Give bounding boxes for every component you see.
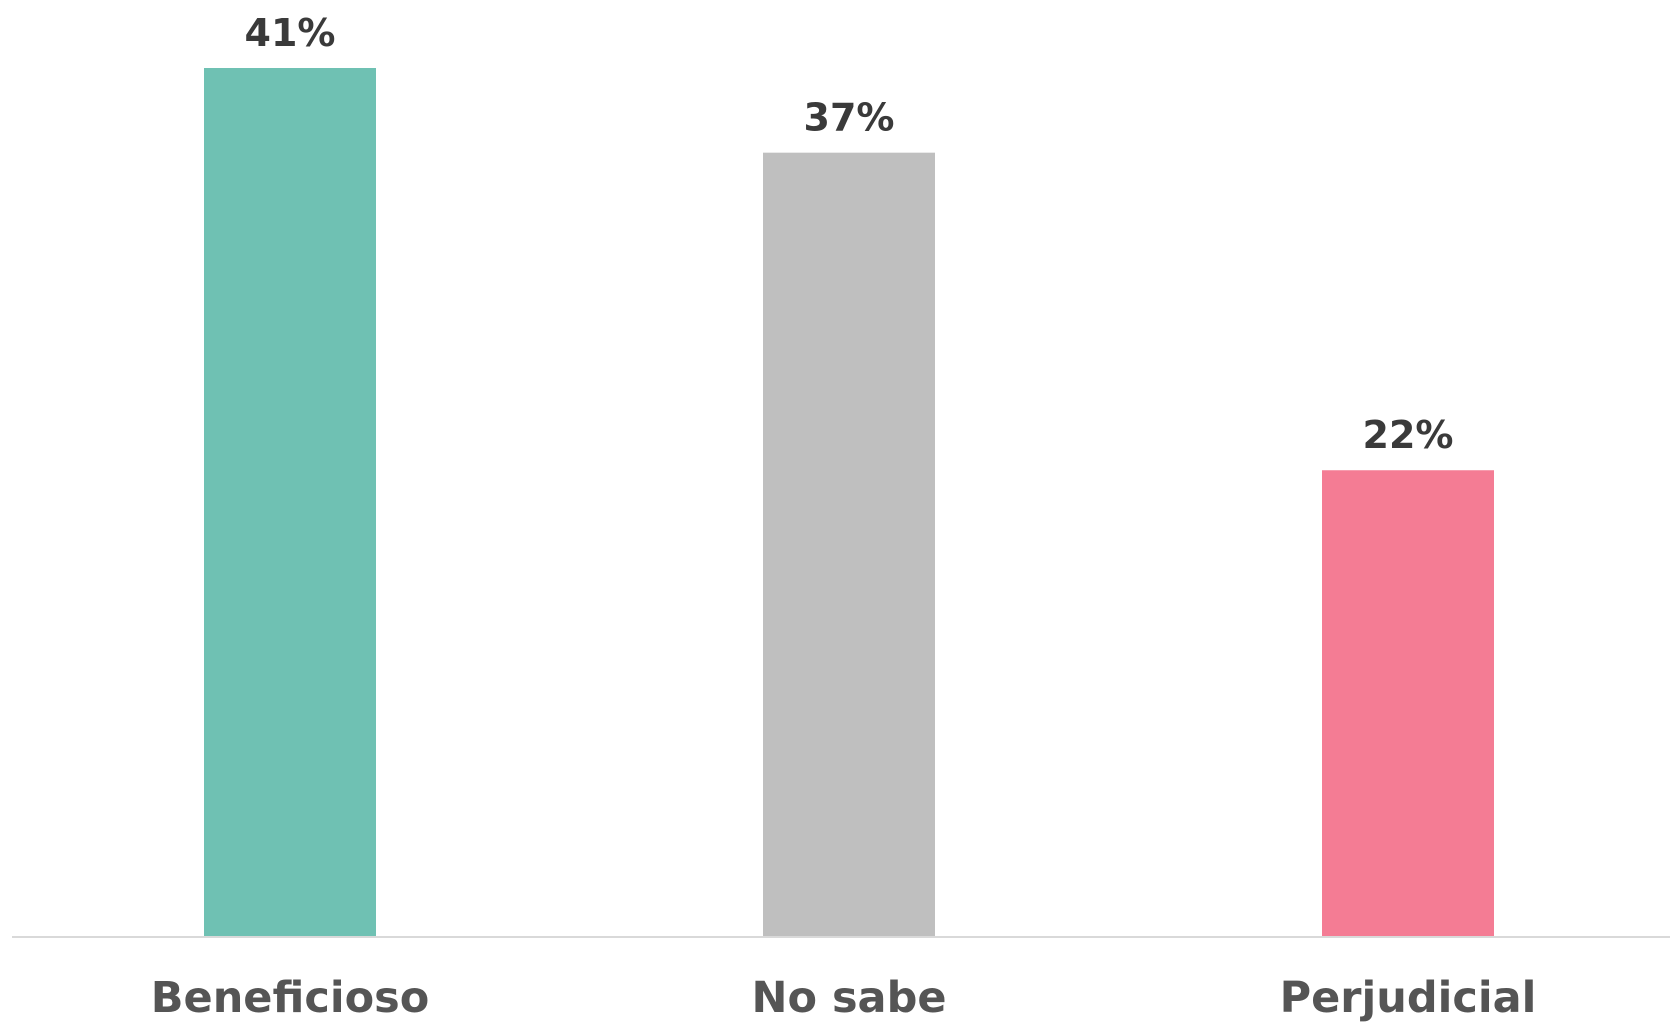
bar-no-sabe [763,152,935,936]
value-label-beneficioso: 41% [245,11,336,55]
category-label-beneficioso: Beneficioso [151,973,430,1023]
category-labels-group: Beneficioso No sabe Perjudicial [151,973,1537,1023]
bar-beneficioso [204,68,376,936]
category-label-no-sabe: No sabe [751,973,946,1023]
value-labels-group: 41% 37% 22% [245,11,1454,457]
value-label-no-sabe: 37% [804,96,895,140]
value-label-perjudicial: 22% [1363,413,1454,457]
category-label-perjudicial: Perjudicial [1280,973,1537,1023]
bars-group [204,68,1494,936]
bar-perjudicial [1322,470,1494,936]
